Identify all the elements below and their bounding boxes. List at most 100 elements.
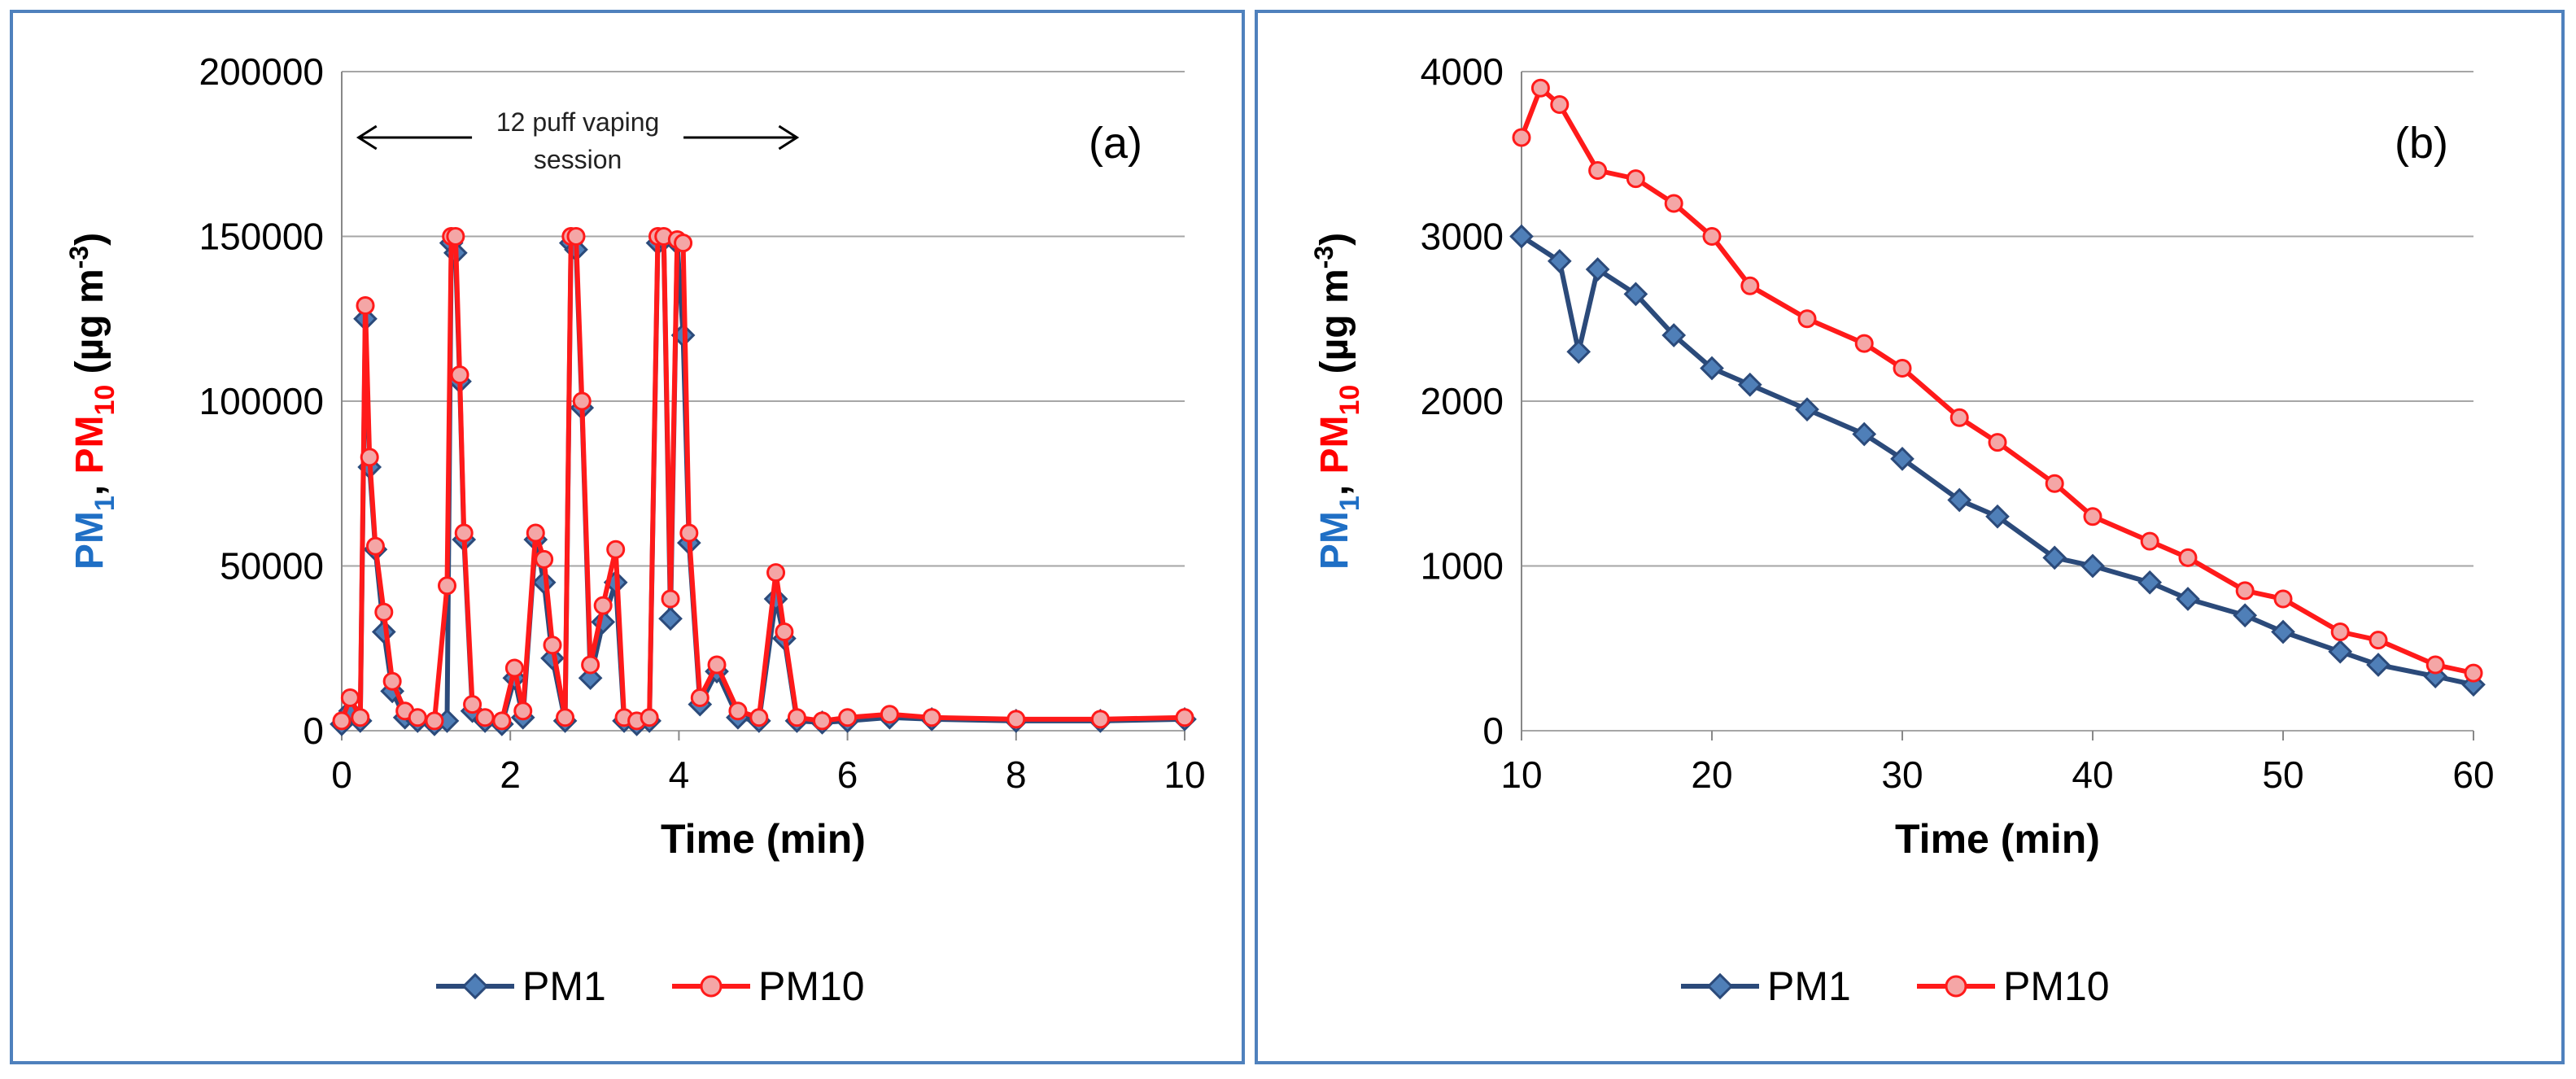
pm10-point <box>513 701 533 721</box>
series-line-pm1 <box>1520 234 2474 688</box>
pm10-point <box>566 227 586 246</box>
x-tick-label: 10 <box>1500 754 1542 796</box>
pm1-point <box>2271 619 2295 644</box>
y-axis-label-part: -3 <box>1309 246 1338 269</box>
pm10-point <box>446 227 465 246</box>
pm10-point <box>880 705 899 724</box>
pm10-point <box>581 655 600 675</box>
x-tick-label: 30 <box>1881 754 1923 796</box>
pm10-point <box>360 448 379 467</box>
pm10-point <box>1854 334 1874 353</box>
pm10-point <box>690 688 709 707</box>
pm1-point <box>1566 339 1591 365</box>
legend-label-pm1: PM1 <box>522 963 606 1009</box>
y-axis-label-part: -3 <box>64 246 94 269</box>
pm10-point <box>438 576 456 596</box>
pm1-point <box>2176 587 2200 611</box>
pm10-point <box>674 234 693 253</box>
pm10-point <box>1702 227 1722 246</box>
pm10-point <box>535 549 554 569</box>
pm10-point <box>1006 710 1026 729</box>
x-tick-label: 6 <box>837 754 858 796</box>
annotation-text: 12 puff vaping <box>496 107 659 137</box>
pm10-point <box>1626 169 1645 189</box>
pm10-point <box>593 596 613 615</box>
y-axis-label-part: PM <box>1313 511 1356 570</box>
annotation-text: session <box>534 145 622 174</box>
pm10-point <box>2178 548 2198 567</box>
y-tick-label: 2000 <box>1421 380 1504 422</box>
pm10-point <box>526 523 545 543</box>
x-tick-label: 2 <box>500 754 521 796</box>
legend-label-pm1: PM1 <box>1767 963 1851 1009</box>
y-tick-label: 1000 <box>1421 545 1504 588</box>
pm10-point <box>1797 309 1817 329</box>
y-axis-label-part: 1 <box>90 496 120 511</box>
pm1-point <box>1623 282 1648 307</box>
panel-label: (b) <box>2395 119 2448 168</box>
pm10-point <box>640 708 659 727</box>
pm10-point <box>365 536 385 556</box>
y-tick-label: 150000 <box>199 216 325 258</box>
pm1-point <box>578 666 603 691</box>
pm10-point <box>2464 663 2483 683</box>
pm10-point <box>1090 710 1110 729</box>
y-axis-label-part: (µg m <box>68 269 111 384</box>
pm10-point <box>1664 194 1683 213</box>
pm1-point <box>2080 553 2105 579</box>
y-axis-label: PM1, PM10 (µg m-3) <box>1309 233 1365 570</box>
y-axis-label-part: , <box>1313 474 1356 496</box>
pm10-point <box>572 391 592 411</box>
pm1-point <box>1585 257 1610 282</box>
pm10-point <box>2273 589 2293 609</box>
legend-label-pm10: PM10 <box>2003 963 2110 1009</box>
pm10-point <box>2330 622 2350 641</box>
pm10-point <box>374 602 394 622</box>
y-axis-label-part: 1 <box>1334 496 1365 511</box>
pm10-point <box>661 589 680 609</box>
pm10-point <box>2045 474 2064 493</box>
chart-b: 0 1000 2000 3000 4000 10 20 30 40 50 60 Time (min) P… <box>1309 50 2495 1009</box>
pm1-point <box>1547 249 1572 273</box>
series-line-pm10 <box>1519 85 2474 676</box>
x-tick-label: 20 <box>1691 754 1732 796</box>
pm10-point <box>728 701 748 721</box>
panel-label: (a) <box>1089 119 1142 168</box>
pm10-point <box>425 711 444 731</box>
legend-marker-pm10 <box>700 975 723 998</box>
x-tick-label: 4 <box>669 754 690 796</box>
pm10-point <box>1588 161 1608 180</box>
y-axis-label: PM1, PM10 (µg m-3) <box>64 233 120 570</box>
pm10-point <box>1550 95 1570 114</box>
series-line-pm10 <box>339 234 1185 723</box>
pm10-point <box>463 695 482 714</box>
x-axis-label: Time (min) <box>661 816 866 862</box>
pm10-point <box>1740 276 1760 295</box>
pm10-point <box>2369 631 2388 650</box>
x-tick-label: 40 <box>2072 754 2113 796</box>
x-tick-label: 50 <box>2262 754 2303 796</box>
pm10-point <box>766 563 786 583</box>
pm1-point <box>1795 397 1819 422</box>
pm10-point <box>356 296 375 316</box>
pm10-point <box>2083 507 2102 526</box>
pm1-point <box>1852 422 1877 447</box>
pm1-point <box>1700 356 1724 381</box>
y-axis-label-part: 10 <box>90 385 120 416</box>
pm1-point <box>2233 603 2258 628</box>
pm10-point <box>340 688 360 707</box>
y-axis-label-part: PM <box>68 415 111 474</box>
pm1-point <box>1947 487 1972 513</box>
legend-marker-pm10 <box>1945 975 1967 998</box>
legend-label-pm10: PM10 <box>758 963 865 1009</box>
x-tick-label: 0 <box>331 754 352 796</box>
pm10-point <box>1512 128 1531 147</box>
y-axis-label-part: PM <box>1313 415 1356 474</box>
pm10-point <box>556 708 575 727</box>
chart-a: 0 50000 100000 150000 200000 0 2 4 6 8 10 Time (min… <box>64 50 1206 1009</box>
x-axis-label: Time (min) <box>1895 816 2100 862</box>
pm1-point <box>2366 653 2390 677</box>
legend-marker-pm1 <box>461 972 489 1000</box>
y-axis-label-part: PM <box>68 511 111 570</box>
pm10-point <box>332 711 351 731</box>
